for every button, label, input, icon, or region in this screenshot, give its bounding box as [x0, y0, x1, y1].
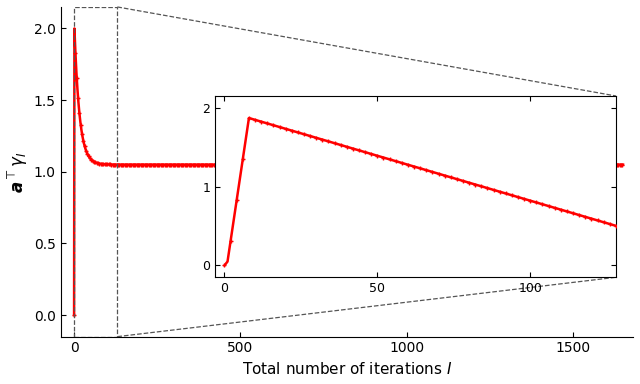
- Bar: [74, 7, 117, 337]
- X-axis label: Total number of iterations $I$: Total number of iterations $I$: [242, 361, 452, 377]
- Y-axis label: $\boldsymbol{a}^{\top} \gamma_I$: $\boldsymbol{a}^{\top} \gamma_I$: [7, 151, 31, 192]
